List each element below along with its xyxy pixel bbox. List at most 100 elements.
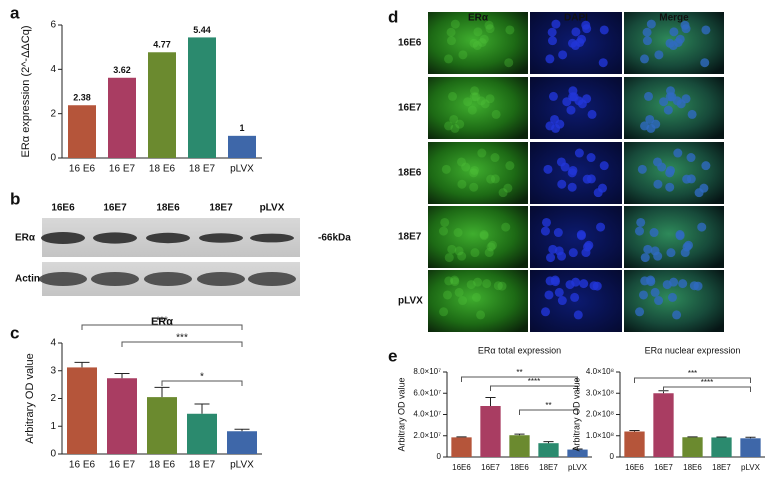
nucleus [653,179,663,189]
nucleus [582,24,592,34]
error-bar [194,403,210,414]
nucleus [450,277,460,287]
nucleus [686,153,696,163]
nucleus [469,38,479,48]
nucleus [458,296,468,306]
nucleus [673,148,683,158]
nucleus [567,182,577,192]
x-tick-label: 18 E6 [149,164,176,175]
bar [187,413,217,454]
nucleus [466,280,476,290]
y-tick-label: 6 [50,20,56,31]
nucleus [482,279,492,289]
panel-label: c [10,323,19,342]
nucleus [443,54,453,64]
nucleus [551,19,561,29]
band [93,232,137,244]
x-tick-label: 18E6 [510,463,529,472]
nucleus [484,248,494,258]
lane-label: 18E7 [209,203,233,214]
bar [740,438,761,457]
nucleus [461,162,471,172]
nucleus [479,34,489,44]
nucleus [498,188,508,198]
nucleus [657,162,667,172]
nucleus [568,86,578,96]
nucleus [554,246,564,256]
nucleus [440,217,450,227]
nucleus [469,92,479,102]
nucleus [463,97,473,107]
x-tick-label: 16 E7 [109,460,136,471]
nucleus [449,114,459,124]
micrograph-image [428,206,528,268]
nucleus [467,105,477,115]
bar [567,449,588,457]
nucleus [485,24,495,34]
nucleus [638,290,648,300]
nucleus [565,280,575,290]
nucleus [486,242,496,252]
bar [227,431,257,454]
nucleus [560,162,570,172]
nucleus [635,307,645,317]
nucleus [689,281,699,291]
nucleus [548,91,558,101]
nucleus [450,275,460,285]
nucleus [550,275,560,285]
nucleus [503,183,513,193]
y-tick-label: 6.0×10⁷ [413,388,441,397]
band [248,272,296,286]
nucleus [697,222,707,232]
x-tick-label: 18E7 [539,463,558,472]
bar [67,367,97,454]
nucleus [567,38,577,48]
significance-label: *** [688,369,697,378]
x-tick-label: pLVX [568,463,588,472]
error-bar [114,373,130,379]
bar [509,435,530,457]
column-label: Merge [659,13,689,24]
band [250,233,294,243]
error-bar [629,429,640,432]
nucleus [650,287,660,297]
nucleus [505,161,515,171]
nucleus [579,279,589,289]
bar [480,406,501,457]
nucleus [472,41,482,51]
row-label: 18E6 [398,168,422,179]
nucleus [586,174,596,184]
band [199,233,243,243]
x-tick-label: 18E6 [683,463,702,472]
error-bar [745,436,756,439]
nucleus [666,86,676,96]
lane-label: 16E7 [103,203,127,214]
nucleus [598,58,608,68]
micrograph-image [624,77,724,139]
nucleus [470,248,480,258]
x-tick-label: 18 E7 [189,164,216,175]
nucleus [700,58,710,68]
band [91,272,139,286]
micrograph-image [530,206,622,268]
lane-label: pLVX [260,203,285,214]
x-tick-label: pLVX [230,164,254,175]
nucleus [545,121,555,131]
nucleus [473,277,483,287]
significance-bracket [461,376,578,382]
nucleus [504,58,514,68]
y-axis-label: ERα expression (2^-ΔΔCq) [20,26,32,158]
y-tick-label: 4 [50,338,56,349]
y-axis-label: Arbitrary OD value [571,377,581,451]
nucleus [476,96,486,106]
nucleus [545,54,555,64]
band [144,272,192,286]
nucleus [666,165,676,175]
nucleus [505,25,515,35]
nucleus [497,281,507,291]
nucleus [637,164,647,174]
x-tick-label: 16E6 [625,463,644,472]
nucleus [444,253,454,263]
value-label: 5.44 [193,25,211,35]
significance-label: *** [176,333,188,344]
